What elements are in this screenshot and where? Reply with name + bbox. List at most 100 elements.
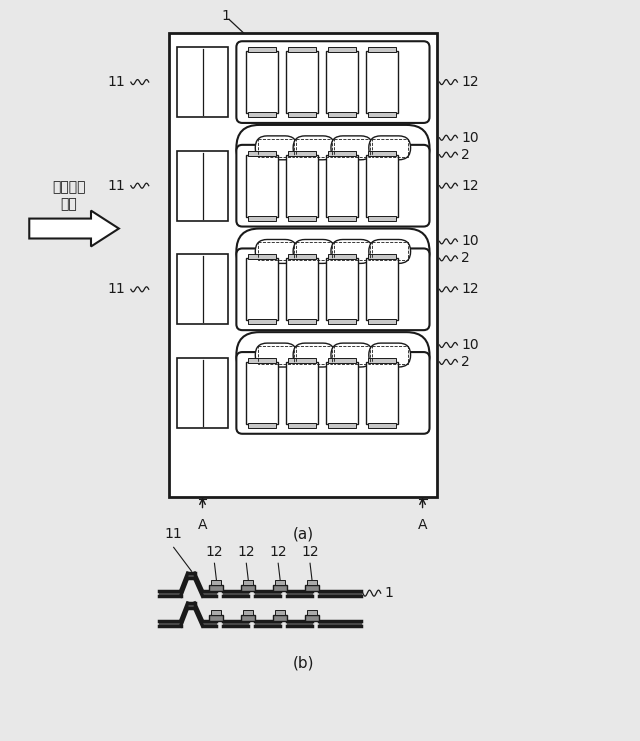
FancyBboxPatch shape — [236, 352, 429, 433]
Bar — [296, 346, 332, 364]
Bar — [273, 585, 287, 591]
Bar — [243, 580, 253, 585]
Bar — [248, 423, 276, 428]
Bar — [326, 51, 358, 113]
Text: 12: 12 — [237, 545, 255, 559]
FancyBboxPatch shape — [293, 239, 335, 263]
Bar — [246, 155, 278, 216]
Bar — [368, 47, 396, 52]
FancyBboxPatch shape — [255, 136, 297, 160]
Bar — [368, 254, 396, 259]
Bar — [248, 112, 276, 117]
Bar — [246, 259, 278, 320]
Bar — [246, 362, 278, 424]
Bar — [326, 362, 358, 424]
FancyBboxPatch shape — [236, 144, 429, 227]
Bar — [307, 610, 317, 615]
Text: 10: 10 — [461, 130, 479, 144]
Bar — [169, 33, 438, 496]
Bar — [177, 254, 228, 324]
Text: 10: 10 — [461, 338, 479, 352]
Bar — [366, 51, 397, 113]
Bar — [305, 585, 319, 591]
Text: 1: 1 — [221, 10, 230, 23]
Text: 11: 11 — [107, 179, 125, 193]
Text: 12: 12 — [269, 545, 287, 559]
Bar — [288, 319, 316, 324]
Bar — [288, 112, 316, 117]
FancyBboxPatch shape — [236, 125, 429, 170]
Bar — [307, 580, 317, 585]
Text: 11: 11 — [107, 75, 125, 89]
Bar — [211, 610, 221, 615]
Text: 12: 12 — [205, 545, 223, 559]
Text: A: A — [198, 519, 207, 533]
Bar — [273, 615, 287, 621]
Bar — [288, 216, 316, 221]
Text: 12: 12 — [461, 282, 479, 296]
Bar — [241, 585, 255, 591]
FancyBboxPatch shape — [369, 343, 411, 367]
Bar — [259, 139, 294, 157]
FancyBboxPatch shape — [331, 136, 372, 160]
Bar — [243, 610, 253, 615]
Bar — [334, 139, 370, 157]
Text: 12: 12 — [461, 179, 479, 193]
Bar — [334, 242, 370, 260]
Text: 2: 2 — [461, 147, 470, 162]
Bar — [211, 580, 221, 585]
Text: 12: 12 — [461, 75, 479, 89]
Text: 1: 1 — [385, 586, 394, 600]
Bar — [328, 358, 356, 363]
Bar — [305, 615, 319, 621]
Bar — [328, 254, 356, 259]
Text: 10: 10 — [461, 234, 479, 248]
Bar — [326, 155, 358, 216]
Bar — [209, 615, 223, 621]
Bar — [248, 151, 276, 156]
Bar — [248, 358, 276, 363]
Bar — [296, 139, 332, 157]
Bar — [368, 112, 396, 117]
Bar — [286, 51, 318, 113]
Text: 空気流れ
方向: 空気流れ 方向 — [52, 181, 86, 210]
Text: 2: 2 — [461, 355, 470, 369]
Text: 12: 12 — [301, 545, 319, 559]
Bar — [372, 242, 408, 260]
Bar — [248, 216, 276, 221]
FancyBboxPatch shape — [293, 343, 335, 367]
Bar — [288, 423, 316, 428]
Bar — [328, 47, 356, 52]
Bar — [288, 358, 316, 363]
Bar — [248, 47, 276, 52]
FancyBboxPatch shape — [255, 343, 297, 367]
Bar — [368, 423, 396, 428]
FancyBboxPatch shape — [369, 239, 411, 263]
Bar — [177, 151, 228, 221]
Bar — [259, 346, 294, 364]
Text: 11: 11 — [164, 528, 182, 542]
Bar — [177, 358, 228, 428]
Bar — [368, 151, 396, 156]
Bar — [177, 47, 228, 117]
FancyBboxPatch shape — [236, 332, 429, 378]
Bar — [275, 610, 285, 615]
Bar — [286, 259, 318, 320]
Bar — [334, 346, 370, 364]
Bar — [328, 423, 356, 428]
Bar — [368, 319, 396, 324]
Text: 11: 11 — [107, 282, 125, 296]
Bar — [368, 358, 396, 363]
FancyBboxPatch shape — [293, 136, 335, 160]
Bar — [328, 319, 356, 324]
Bar — [248, 319, 276, 324]
Bar — [328, 216, 356, 221]
Bar — [288, 47, 316, 52]
Bar — [366, 155, 397, 216]
Bar — [248, 254, 276, 259]
FancyBboxPatch shape — [331, 239, 372, 263]
Bar — [328, 151, 356, 156]
Bar — [209, 585, 223, 591]
Bar — [326, 259, 358, 320]
FancyBboxPatch shape — [255, 239, 297, 263]
